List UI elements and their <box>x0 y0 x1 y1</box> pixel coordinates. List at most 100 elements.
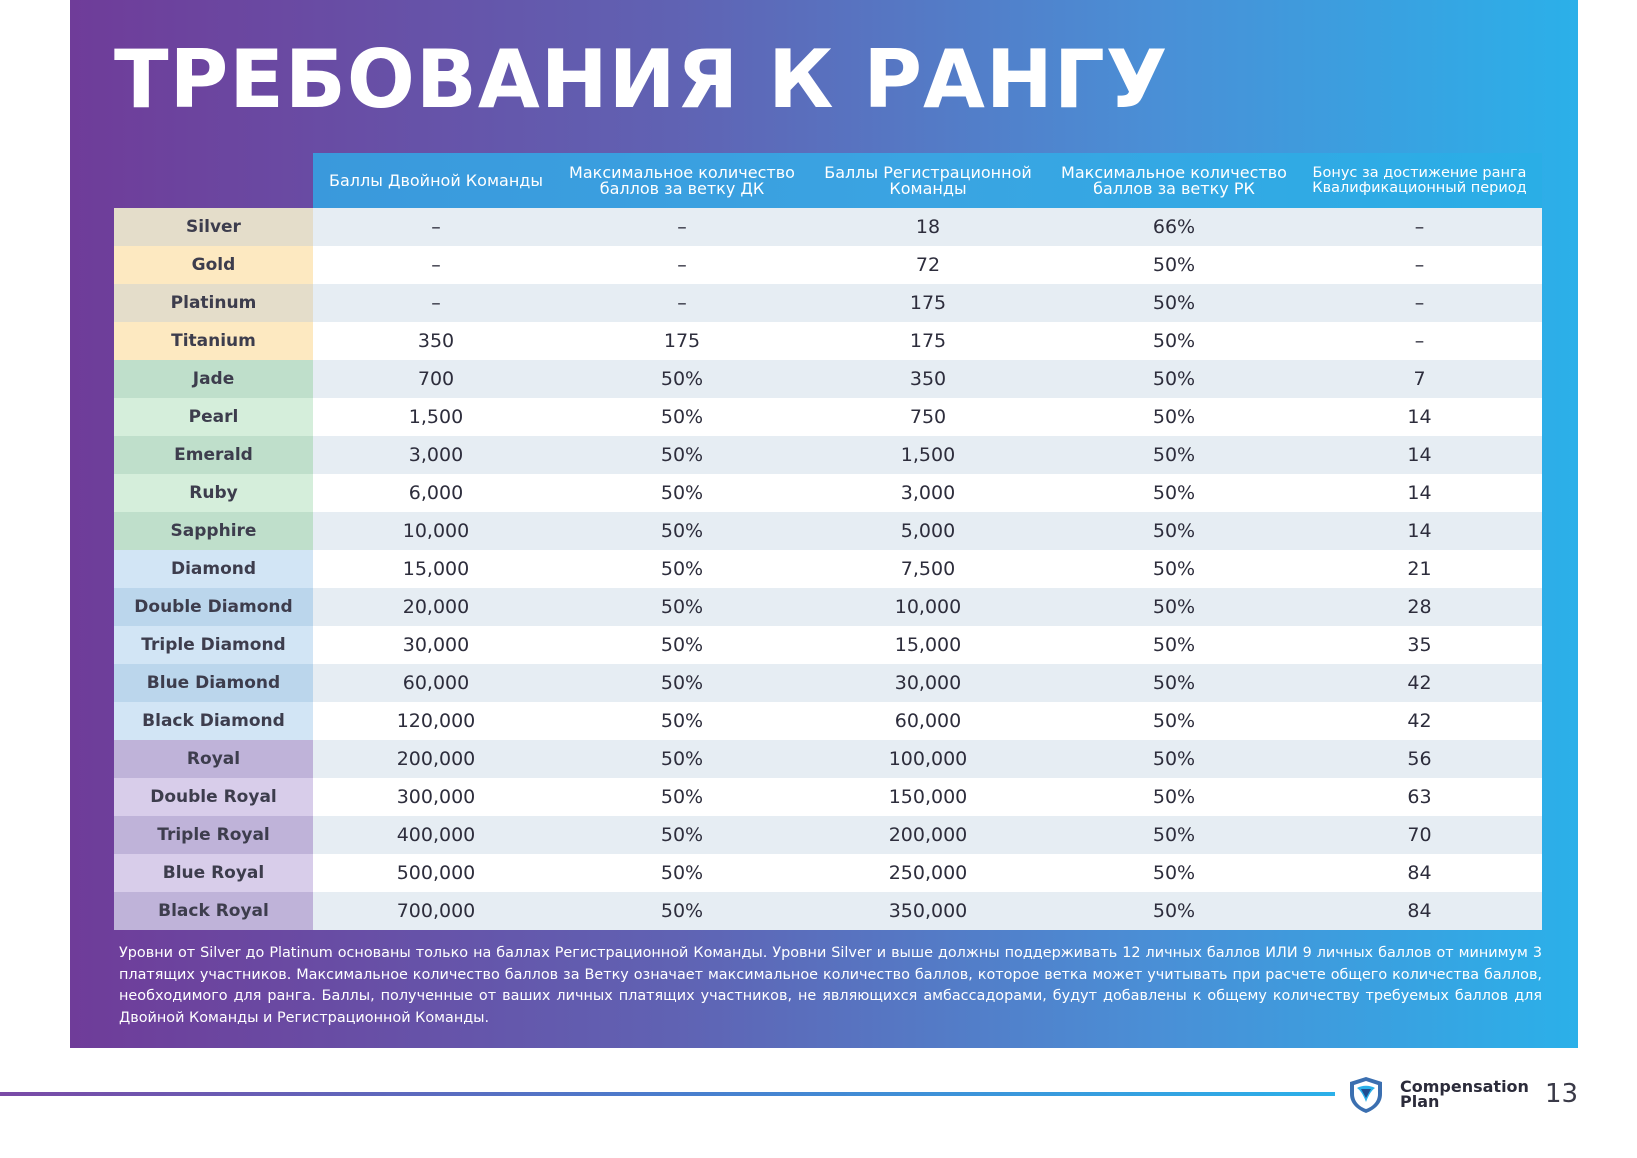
table-row: Jade 700 50% 350 50% 7 <box>114 360 1542 398</box>
cell-rk-max: 50% <box>1051 892 1297 930</box>
row-values: 20,000 50% 10,000 50% 28 <box>313 588 1542 626</box>
table-row: Royal 200,000 50% 100,000 50% 56 <box>114 740 1542 778</box>
cell-rk-points: 350 <box>805 360 1051 398</box>
cell-rank-bonus: 84 <box>1297 892 1542 930</box>
table-row: Double Royal 300,000 50% 150,000 50% 63 <box>114 778 1542 816</box>
cell-rk-max: 50% <box>1051 550 1297 588</box>
cell-dk-max: 50% <box>559 702 805 740</box>
row-values: – –175 50% – <box>313 284 1542 322</box>
cell-rk-points: 350,000 <box>805 892 1051 930</box>
cell-dk-points: 1,500 <box>313 398 559 436</box>
row-values: 30,000 50% 15,000 50% 35 <box>313 626 1542 664</box>
cell-rank-bonus: 14 <box>1297 398 1542 436</box>
row-values: 60,000 50% 30,000 50% 42 <box>313 664 1542 702</box>
cell-rk-points: 100,000 <box>805 740 1051 778</box>
cell-rank-bonus: – <box>1297 246 1542 284</box>
rank-name-cell: Gold <box>114 246 313 284</box>
cell-dk-points: – <box>313 208 559 246</box>
cell-dk-max: 50% <box>559 436 805 474</box>
cell-dk-points: 300,000 <box>313 778 559 816</box>
rank-name-cell: Titanium <box>114 322 313 360</box>
cell-dk-max: – <box>559 284 805 322</box>
cell-rank-bonus: – <box>1297 208 1542 246</box>
cell-dk-points: – <box>313 246 559 284</box>
cell-dk-points: – <box>313 284 559 322</box>
row-values: 700 50% 350 50% 7 <box>313 360 1542 398</box>
cell-rk-points: 250,000 <box>805 854 1051 892</box>
rank-name-cell: Jade <box>114 360 313 398</box>
cell-rank-bonus: 14 <box>1297 512 1542 550</box>
cell-rk-max: 50% <box>1051 246 1297 284</box>
cell-rk-max: 50% <box>1051 398 1297 436</box>
cell-rank-bonus: 14 <box>1297 474 1542 512</box>
rank-name-cell: Black Royal <box>114 892 313 930</box>
cell-rk-points: 750 <box>805 398 1051 436</box>
cell-dk-max: 50% <box>559 740 805 778</box>
cell-rk-max: 50% <box>1051 702 1297 740</box>
footer-divider <box>0 1092 1335 1096</box>
footnote: Уровни от Silver до Platinum основаны то… <box>119 945 1542 1026</box>
logo-line-1: Compensation <box>1400 1077 1529 1096</box>
cell-rk-points: 10,000 <box>805 588 1051 626</box>
cell-rank-bonus: – <box>1297 322 1542 360</box>
shield-logo-icon <box>1350 1077 1382 1113</box>
cell-rank-bonus: 21 <box>1297 550 1542 588</box>
row-values: 6,000 50% 3,000 50% 14 <box>313 474 1542 512</box>
cell-rk-max: 50% <box>1051 854 1297 892</box>
cell-dk-points: 120,000 <box>313 702 559 740</box>
cell-rk-points: 30,000 <box>805 664 1051 702</box>
cell-rank-bonus: 84 <box>1297 854 1542 892</box>
rank-name-cell: Triple Diamond <box>114 626 313 664</box>
cell-dk-max: 50% <box>559 550 805 588</box>
row-values: 350 175 175 50% – <box>313 322 1542 360</box>
cell-dk-points: 30,000 <box>313 626 559 664</box>
cell-dk-max: – <box>559 246 805 284</box>
rank-name-cell: Ruby <box>114 474 313 512</box>
cell-dk-points: 6,000 <box>313 474 559 512</box>
row-values: 10,000 50% 5,000 50% 14 <box>313 512 1542 550</box>
cell-dk-max: 50% <box>559 588 805 626</box>
cell-dk-points: 700 <box>313 360 559 398</box>
row-values: 3,000 50% 1,500 50% 14 <box>313 436 1542 474</box>
cell-rank-bonus: 42 <box>1297 664 1542 702</box>
cell-rk-max: 50% <box>1051 436 1297 474</box>
table-row: Black Diamond 120,000 50% 60,000 50% 42 <box>114 702 1542 740</box>
header-rank-bonus: Бонус за достижение ранга Квалификационн… <box>1312 164 1527 196</box>
cell-rank-bonus: – <box>1297 284 1542 322</box>
page-title: ТРЕБОВАНИЯ К РАНГУ <box>114 33 1169 126</box>
row-values: 200,000 50% 100,000 50% 56 <box>313 740 1542 778</box>
cell-rk-max: 50% <box>1051 322 1297 360</box>
cell-dk-max: 50% <box>559 474 805 512</box>
cell-rk-points: 18 <box>805 208 1051 246</box>
cell-rk-points: 200,000 <box>805 816 1051 854</box>
cell-rank-bonus: 63 <box>1297 778 1542 816</box>
cell-dk-max: 50% <box>559 892 805 930</box>
cell-dk-max: – <box>559 208 805 246</box>
cell-rk-points: 15,000 <box>805 626 1051 664</box>
cell-rk-max: 50% <box>1051 778 1297 816</box>
cell-rk-points: 7,500 <box>805 550 1051 588</box>
row-values: – –72 50% – <box>313 246 1542 284</box>
row-values: 400,000 50% 200,000 50% 70 <box>313 816 1542 854</box>
table-row: Black Royal 700,000 50% 350,000 50% 84 <box>114 892 1542 930</box>
content-panel: ТРЕБОВАНИЯ К РАНГУ Баллы Двойной Команды… <box>70 0 1578 1048</box>
cell-rk-max: 66% <box>1051 208 1297 246</box>
cell-rk-points: 72 <box>805 246 1051 284</box>
row-values: 700,000 50% 350,000 50% 84 <box>313 892 1542 930</box>
header-dk-max: Максимальное количество баллов за ветку … <box>569 162 795 198</box>
table-row: Diamond 15,000 50% 7,500 50% 21 <box>114 550 1542 588</box>
table-row: Triple Diamond 30,000 50% 15,000 50% 35 <box>114 626 1542 664</box>
table-row: Gold – –72 50% – <box>114 246 1542 284</box>
rank-name-cell: Black Diamond <box>114 702 313 740</box>
cell-dk-max: 50% <box>559 816 805 854</box>
table-row: Blue Royal 500,000 50% 250,000 50% 84 <box>114 854 1542 892</box>
cell-rank-bonus: 35 <box>1297 626 1542 664</box>
cell-dk-points: 500,000 <box>313 854 559 892</box>
cell-rk-max: 50% <box>1051 284 1297 322</box>
rank-name-cell: Double Royal <box>114 778 313 816</box>
row-values: – –18 66% – <box>313 208 1542 246</box>
table-row: Blue Diamond 60,000 50% 30,000 50% 42 <box>114 664 1542 702</box>
cell-dk-points: 700,000 <box>313 892 559 930</box>
cell-dk-max: 50% <box>559 854 805 892</box>
rank-name-cell: Blue Diamond <box>114 664 313 702</box>
